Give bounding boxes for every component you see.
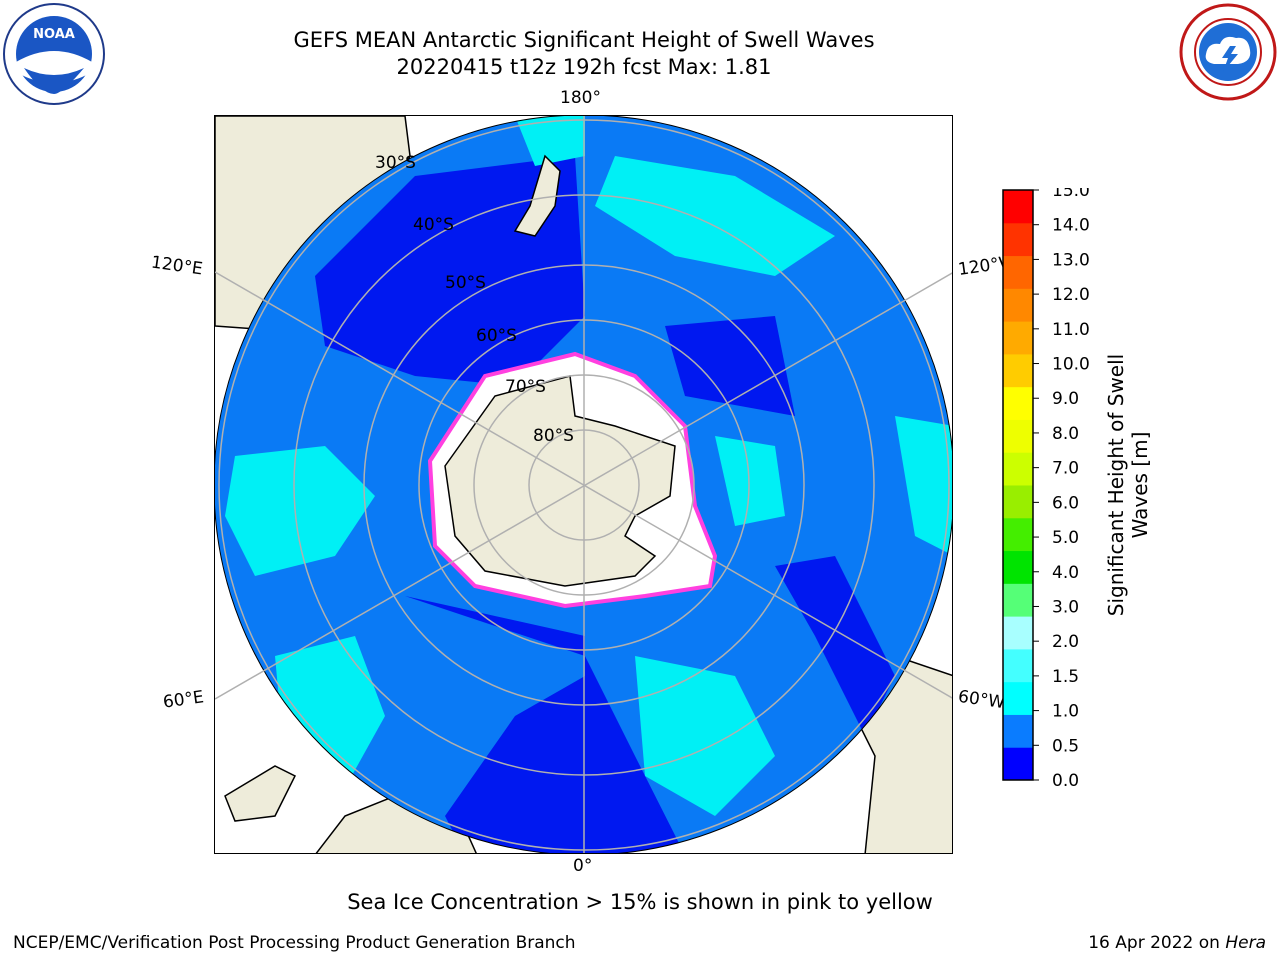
svg-text:NOAA: NOAA	[33, 27, 75, 42]
latitude-label: 50°S	[445, 273, 486, 293]
colorbar-swatch	[1003, 190, 1033, 224]
colorbar-tick-label: 0.5	[1052, 736, 1079, 756]
low-swell-region	[775, 556, 895, 736]
high-swell-region	[515, 116, 585, 166]
longitude-label-180: 180°	[560, 88, 601, 108]
latitude-label: 70°S	[505, 377, 546, 397]
colorbar-tick-label: 10.0	[1052, 355, 1090, 375]
latitude-label: 40°S	[413, 215, 454, 235]
low-swell-region	[315, 156, 585, 386]
latitude-label: 30°S	[375, 153, 416, 173]
colorbar: 0.0 0.5 1.0 1.5 2.0 3.0 4.0 5.0 6.0 7.0 8.0 9.0 10.0…	[1002, 188, 1090, 788]
colorbar-swatch	[1003, 517, 1033, 552]
colorbar-swatch	[1003, 288, 1033, 322]
colorbar-swatch	[1003, 616, 1033, 650]
latitude-label: 80°S	[533, 426, 574, 446]
colorbar-tick-label: 4.0	[1052, 563, 1079, 583]
longitude-label-120e: 120°E	[149, 252, 204, 280]
colorbar-swatch	[1003, 353, 1033, 388]
colorbar-swatch	[1003, 550, 1033, 584]
colorbar-tick-label: 9.0	[1052, 389, 1079, 409]
sea-ice-note: Sea Ice Concentration > 15% is shown in …	[347, 890, 933, 914]
colorbar-swatch	[1003, 321, 1033, 355]
map-panel: 30°S 40°S 50°S 60°S 70°S 80°S	[214, 115, 953, 854]
new-zealand-land	[513, 154, 561, 237]
colorbar-swatch	[1003, 255, 1033, 289]
date-stamp: 16 Apr 2022 on Hera	[1088, 933, 1266, 953]
colorbar-tick-label: 14.0	[1052, 216, 1090, 236]
colorbar-tick-label: 15.0	[1052, 188, 1090, 201]
madagascar-land	[224, 765, 297, 822]
noaa-logo: NOAA	[3, 3, 105, 105]
colorbar-swatch	[1003, 222, 1033, 257]
colorbar-swatch	[1003, 747, 1033, 781]
latitude-label: 60°S	[476, 326, 517, 346]
longitude-label-60e: 60°E	[161, 687, 206, 713]
colorbar-swatch	[1003, 648, 1033, 683]
colorbar-swatch	[1003, 419, 1033, 453]
polar-map: 30°S 40°S 50°S 60°S 70°S 80°S	[215, 116, 952, 853]
colorbar-swatch	[1003, 386, 1033, 420]
colorbar-tick-label: 1.5	[1052, 667, 1079, 687]
chart-title: GEFS MEAN Antarctic Significant Height o…	[293, 28, 875, 52]
graticule	[215, 116, 952, 853]
colorbar-swatch	[1003, 714, 1033, 748]
colorbar-tick-label: 2.0	[1052, 632, 1079, 652]
colorbar-label: Significant Height of Swell Waves [m]	[1104, 353, 1152, 617]
high-swell-region	[895, 416, 952, 556]
colorbar-swatch	[1003, 485, 1033, 519]
colorbar-tick-label: 7.0	[1052, 459, 1079, 479]
colorbar-tick-label: 5.0	[1052, 528, 1079, 548]
colorbar-tick-label: 6.0	[1052, 493, 1079, 513]
colorbar-tick-label: 12.0	[1052, 285, 1090, 305]
low-swell-region	[665, 316, 795, 416]
high-swell-region	[715, 436, 785, 526]
colorbar-tick-label: 0.0	[1052, 771, 1079, 788]
colorbar-tick-label: 11.0	[1052, 320, 1090, 340]
low-swell-region	[405, 596, 685, 853]
high-swell-region	[595, 156, 835, 276]
colorbar-frame	[1002, 189, 1034, 781]
national-weather-service-logo	[1179, 3, 1277, 101]
credit-text: NCEP/EMC/Verification Post Processing Pr…	[13, 933, 576, 953]
high-swell-region	[635, 656, 775, 816]
high-swell-region	[225, 446, 375, 576]
colorbar-tick-label: 3.0	[1052, 597, 1079, 617]
chart-subtitle: 20220415 t12z 192h fcst Max: 1.81	[396, 55, 772, 79]
longitude-label-60w: 60°W	[956, 686, 1007, 714]
colorbar-tick-label: 13.0	[1052, 250, 1090, 270]
longitude-label-0: 0°	[573, 856, 593, 876]
colorbar-tick-label: 8.0	[1052, 424, 1079, 444]
colorbar-swatch	[1003, 681, 1033, 715]
colorbar-swatch	[1003, 583, 1033, 617]
colorbar-swatch	[1003, 452, 1033, 486]
colorbar-tick-label: 1.0	[1052, 702, 1079, 722]
